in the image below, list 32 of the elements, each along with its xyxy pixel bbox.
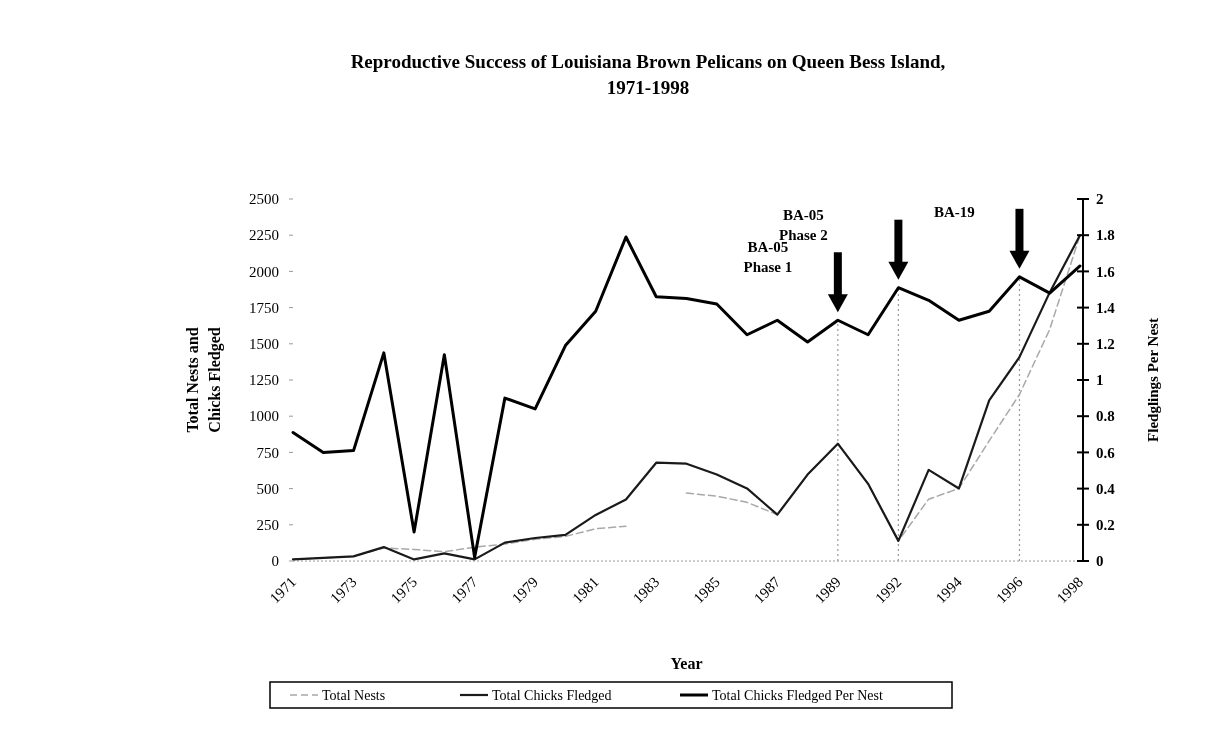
y2-tick-label: 0 [1096,553,1104,570]
y-tick-label: 1000 [249,408,279,425]
y2-tick-label: 1.4 [1096,299,1116,316]
y2-tick-label: 0.2 [1096,517,1115,534]
x-axis-title: Year [670,655,703,672]
y-tick-label: 1500 [249,336,279,353]
x-tick-label: 1971 [266,573,300,607]
y-tick-label: 0 [271,553,279,570]
y-axis-title: Total Nests and Chicks Fledged [184,327,224,433]
x-tick-label: 1981 [569,573,602,607]
chart-title: Reproductive Success of Louisiana Brown Pelicans on Queen Bess Island, 1971-1998 [350,51,946,98]
y2-tick-label: 1.2 [1096,336,1115,353]
y2-tick-label: 1 [1096,372,1104,389]
y2-tick-label: 0.4 [1096,480,1116,497]
y2-axis-title: Fledglings Per Nest [1145,318,1161,442]
y-tick-label: 1250 [249,372,279,389]
y2-tick-label: 0.8 [1096,408,1115,425]
legend-label: Total Nests [322,687,386,703]
y-tick-label: 2500 [249,191,279,208]
y-tick-label: 250 [256,517,279,534]
legend-label: Total Chicks Fledged Per Nest [712,687,883,703]
y2-tick-label: 1.8 [1096,227,1115,244]
y-tick-label: 500 [256,480,279,497]
annotation: BA-19 [934,203,975,220]
y-tick-label: 2250 [249,227,279,244]
y-tick-label: 1750 [249,299,279,316]
y2-tick-label: 0.6 [1096,444,1116,461]
y2-tick-label: 2 [1096,191,1104,208]
legend-label: Total Chicks Fledged [492,687,612,703]
y-tick-label: 750 [256,444,279,461]
y2-tick-label: 1.6 [1096,263,1116,280]
y-tick-label: 2000 [249,263,279,280]
